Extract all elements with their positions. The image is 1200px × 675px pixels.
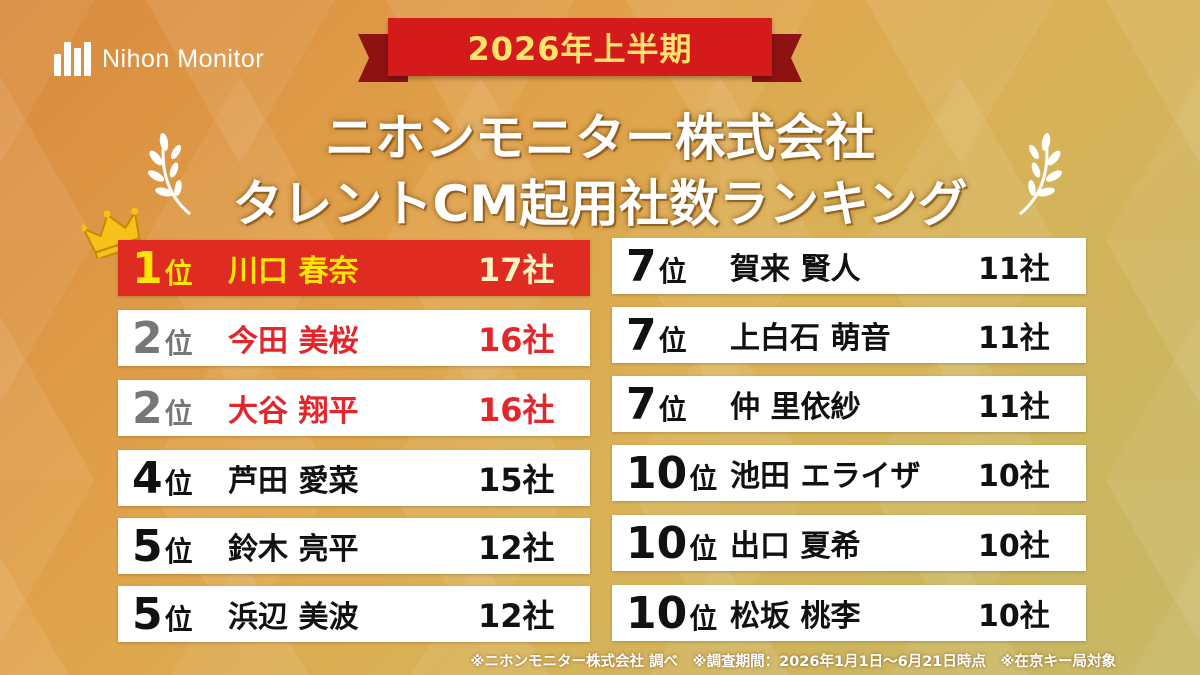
rank: 4位	[132, 452, 193, 504]
company-count: 10社	[978, 459, 1050, 494]
ranking-row-1: 1位 川口 春奈 17社	[118, 240, 590, 296]
ranking-row-7: 7位 賀来 賢人 11社	[612, 238, 1086, 294]
footer-note: ※ニホンモニター株式会社 調べ ※調査期間：2026年1月1日〜6月21日時点 …	[470, 654, 1116, 670]
company-count: 16社	[478, 391, 555, 429]
rank: 5位	[132, 520, 193, 572]
rank: 1位	[132, 242, 193, 294]
talent-name: 仲 里依紗	[730, 390, 861, 425]
rank: 10位	[626, 447, 718, 499]
rank: 7位	[626, 309, 687, 361]
talent-name: 川口 春奈	[228, 254, 359, 289]
talent-name: 上白石 萌音	[730, 321, 891, 356]
talent-name: 賀来 賢人	[730, 252, 861, 287]
company-count: 10社	[978, 599, 1050, 634]
rank: 10位	[626, 517, 718, 569]
ranking-row-9: 7位 仲 里依紗 11社	[612, 376, 1086, 432]
company-count: 12社	[478, 529, 555, 567]
period-ribbon: 2026年上半期	[358, 18, 802, 82]
talent-name: 出口 夏希	[730, 529, 861, 564]
rank: 5位	[132, 588, 193, 640]
company-count: 17社	[478, 251, 555, 289]
talent-name: 大谷 翔平	[228, 394, 359, 429]
logo-mark-icon	[54, 42, 94, 76]
company-count: 12社	[478, 597, 555, 635]
talent-name: 今田 美桜	[228, 324, 359, 359]
ranking-row-3: 2位 大谷 翔平 16社	[118, 380, 590, 436]
rank: 2位	[132, 382, 193, 434]
ribbon-text: 2026年上半期	[467, 30, 693, 68]
ranking-row-12: 10位 松坂 桃李 10社	[612, 585, 1086, 641]
ranking-row-6: 5位 浜辺 美波 12社	[118, 586, 590, 642]
company-count: 15社	[478, 461, 555, 499]
ribbon-face: 2026年上半期	[388, 18, 772, 76]
laurel-left-icon	[147, 133, 191, 216]
nihon-monitor-logo: Nihon Monitor	[54, 42, 264, 76]
company-count: 11社	[978, 321, 1050, 356]
company-count: 11社	[978, 390, 1050, 425]
logo-text: Nihon Monitor	[102, 44, 265, 73]
ranking-row-2: 2位 今田 美桜 16社	[118, 310, 590, 366]
rank: 7位	[626, 240, 687, 292]
company-count: 11社	[978, 252, 1050, 287]
talent-name: 浜辺 美波	[228, 600, 359, 635]
talent-name: 芦田 愛菜	[228, 464, 359, 499]
title-company: ニホンモニター株式会社	[325, 109, 875, 167]
title-ranking: タレントCM起用社数ランキング	[232, 175, 968, 233]
laurel-right-icon	[1019, 133, 1063, 216]
talent-name: 鈴木 亮平	[228, 532, 359, 567]
talent-name: 松坂 桃李	[730, 599, 861, 634]
ranking-row-11: 10位 出口 夏希 10社	[612, 515, 1086, 571]
ranking-row-4: 4位 芦田 愛菜 15社	[118, 450, 590, 506]
rank: 10位	[626, 587, 718, 639]
ranking-row-5: 5位 鈴木 亮平 12社	[118, 518, 590, 574]
company-count: 16社	[478, 321, 555, 359]
company-count: 10社	[978, 529, 1050, 564]
ranking-row-10: 10位 池田 エライザ 10社	[612, 445, 1086, 501]
rank: 2位	[132, 312, 193, 364]
rank: 7位	[626, 378, 687, 430]
ranking-row-8: 7位 上白石 萌音 11社	[612, 307, 1086, 363]
talent-name: 池田 エライザ	[730, 459, 921, 494]
